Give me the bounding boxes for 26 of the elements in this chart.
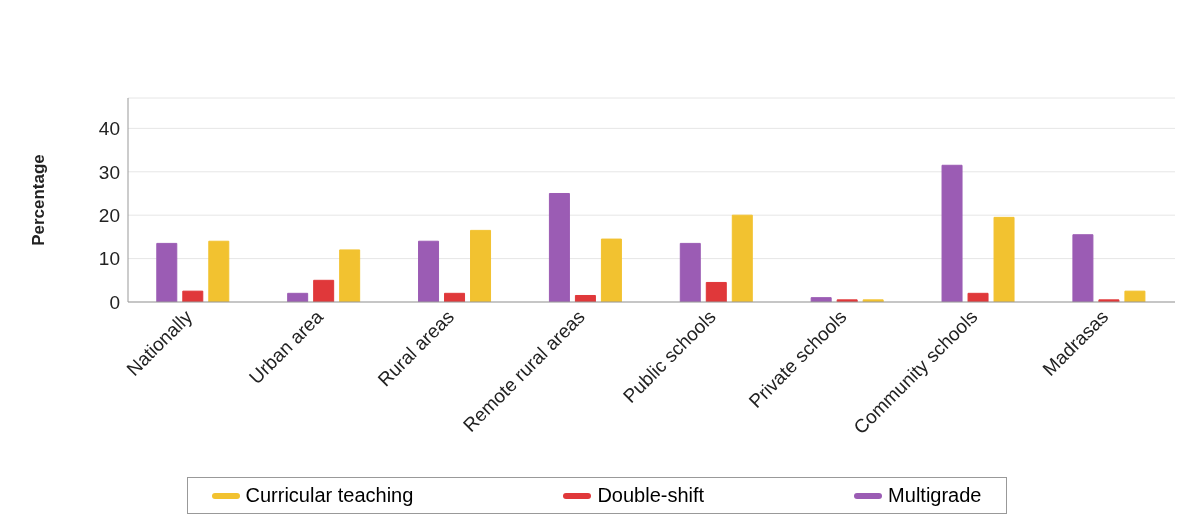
legend-label: Curricular teaching: [244, 484, 414, 507]
bar: [731, 214, 753, 302]
y-tick-label: 20: [98, 204, 120, 226]
y-tick-label: 10: [98, 248, 120, 270]
legend-label: Double-shift: [596, 484, 705, 507]
bar: [548, 192, 570, 302]
bar: [313, 279, 335, 302]
bar: [182, 290, 204, 302]
bar: [705, 281, 727, 302]
y-tick-label: 40: [98, 118, 120, 140]
bar: [941, 164, 963, 302]
y-axis-title: Percentage: [29, 154, 49, 246]
bar: [470, 229, 492, 302]
bar: [1124, 290, 1146, 302]
y-tick-label: 30: [98, 161, 120, 183]
legend-label: Multigrade: [887, 484, 982, 507]
bar: [1072, 234, 1094, 302]
bar: [600, 238, 622, 302]
bar: [679, 242, 701, 302]
bar: [339, 249, 361, 302]
bar: [156, 242, 178, 302]
y-tick-label: 0: [109, 291, 120, 313]
bar: [993, 216, 1015, 302]
bar: [208, 240, 230, 302]
bar: [967, 292, 989, 302]
bar: [418, 240, 440, 302]
